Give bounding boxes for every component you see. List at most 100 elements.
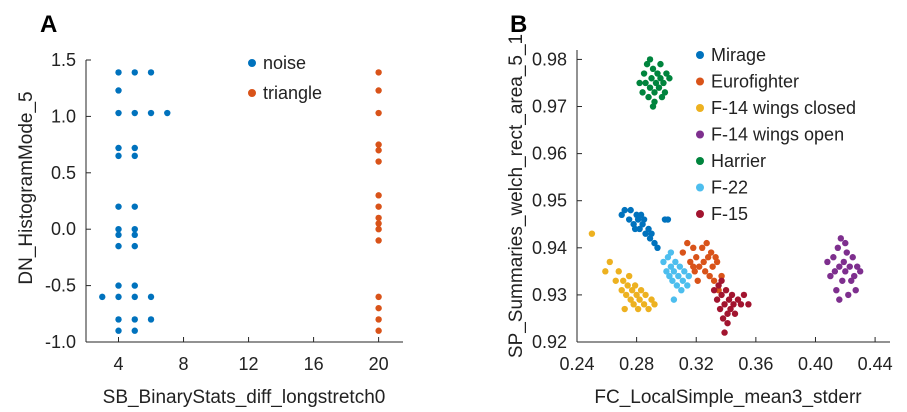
- panel-b-legend: Mirage Eurofighter F-14 wings closed F-14 w…: [696, 45, 856, 224]
- point-eurofighter: [718, 272, 725, 280]
- point-noise: [131, 316, 138, 323]
- point-f-22: [663, 268, 670, 275]
- x-tick-label: 0.44: [858, 354, 893, 374]
- point-eurofighter: [704, 254, 712, 261]
- point-f-14-wings-closed: [620, 277, 627, 284]
- point-triangle: [375, 226, 382, 233]
- y-tick-label: 0.96: [532, 144, 567, 164]
- point-f-15: [715, 282, 722, 289]
- point-f-14-wings-closed: [615, 268, 622, 275]
- point-triangle: [375, 203, 382, 210]
- point-triangle: [375, 87, 382, 94]
- point-triangle: [375, 192, 382, 199]
- panel-b: B 0.24 0.28 0.32 0.36 0.40 0.44 0.920.930.940…: [506, 11, 893, 408]
- point-f-22: [676, 263, 684, 270]
- point-f-14-wings-open: [843, 249, 850, 256]
- point-noise: [115, 242, 122, 250]
- point-f-15: [728, 291, 736, 299]
- legend-label-f-14-wings-open: F-14 wings open: [711, 125, 844, 145]
- point-f-14-wings-open: [856, 268, 864, 275]
- point-eurofighter: [701, 268, 709, 275]
- point-mirage: [648, 230, 655, 237]
- x-tick-label: 0.36: [738, 354, 773, 374]
- panel-a-x-label: SB_BinaryStats_diff_longstretch0: [103, 387, 386, 408]
- point-noise: [131, 327, 138, 334]
- x-tick-label: 0.28: [619, 354, 654, 374]
- point-f-14-wings-closed: [640, 301, 648, 308]
- legend-marker-f-15: [696, 210, 704, 218]
- y-tick-label: 0.0: [51, 219, 76, 239]
- point-f-14-wings-open: [851, 272, 858, 280]
- point-f-14-wings-open: [837, 235, 845, 242]
- point-eurofighter: [684, 239, 691, 247]
- point-mirage: [631, 225, 639, 233]
- point-mirage: [642, 230, 649, 237]
- y-tick-label: 0.95: [532, 191, 567, 211]
- legend-label-f-15: F-15: [711, 204, 748, 224]
- x-tick-label: 20: [369, 354, 389, 374]
- point-eurofighter: [687, 258, 694, 266]
- legend-label-eurofighter: Eurofighter: [711, 72, 799, 92]
- point-mirage: [636, 225, 643, 233]
- point-f-15: [724, 319, 731, 327]
- point-triangle: [375, 316, 382, 323]
- point-f-22: [678, 286, 685, 294]
- point-eurofighter: [707, 249, 715, 256]
- point-f-14-wings-closed: [618, 286, 625, 294]
- point-f-22: [679, 277, 687, 284]
- point-triangle: [375, 327, 382, 334]
- panel-b-x-ticks: 0.24 0.28 0.32 0.36 0.40 0.44: [559, 337, 893, 374]
- point-harrier: [654, 70, 661, 77]
- point-f-22: [684, 282, 691, 289]
- point-noise: [115, 327, 122, 334]
- point-f-14-wings-closed: [633, 291, 640, 299]
- x-tick-label: 12: [239, 354, 259, 374]
- point-f-14-wings-closed: [606, 258, 613, 266]
- point-eurofighter: [693, 254, 700, 261]
- point-f-22: [681, 268, 688, 275]
- point-f-15: [719, 315, 727, 322]
- point-mirage: [664, 216, 672, 223]
- x-tick-label: 0.32: [679, 354, 714, 374]
- point-noise: [115, 87, 122, 94]
- point-f-15: [725, 296, 733, 303]
- point-f-22: [670, 296, 678, 303]
- point-f-14-wings-open: [849, 254, 856, 261]
- point-triangle: [375, 109, 382, 117]
- point-harrier: [640, 70, 648, 77]
- point-noise: [131, 144, 138, 152]
- point-noise: [131, 242, 138, 250]
- legend-marker-harrier: [696, 157, 704, 165]
- point-noise: [115, 226, 122, 233]
- point-f-14-wings-open: [830, 254, 837, 261]
- point-eurofighter: [706, 272, 713, 280]
- point-noise: [131, 231, 138, 239]
- point-f-15: [710, 286, 718, 294]
- point-eurofighter: [690, 263, 697, 270]
- point-f-14-wings-closed: [621, 305, 628, 313]
- point-f-14-wings-closed: [645, 305, 652, 313]
- point-f-15: [734, 296, 742, 303]
- legend-marker-noise: [248, 59, 256, 67]
- point-mirage: [645, 225, 652, 233]
- point-mirage: [637, 211, 645, 219]
- point-noise: [131, 226, 138, 233]
- legend-label-harrier: Harrier: [711, 151, 766, 171]
- legend-label-f-14-wings-closed: F-14 wings closed: [711, 98, 856, 118]
- point-f-15: [745, 301, 752, 308]
- point-noise: [115, 282, 122, 289]
- point-f-22: [667, 249, 675, 256]
- point-f-15: [740, 291, 748, 299]
- point-f-14-wings-closed: [627, 296, 634, 303]
- panel-b-label: B: [510, 11, 527, 38]
- point-mirage: [654, 244, 661, 252]
- x-tick-label: 4: [114, 354, 124, 374]
- point-harrier: [642, 79, 649, 87]
- point-f-15: [713, 296, 721, 303]
- point-f-22: [664, 254, 672, 261]
- point-f-15: [730, 301, 737, 308]
- point-noise: [115, 109, 122, 117]
- legend-marker-triangle: [248, 89, 256, 97]
- point-f-15: [731, 310, 739, 317]
- point-f-22: [670, 268, 678, 275]
